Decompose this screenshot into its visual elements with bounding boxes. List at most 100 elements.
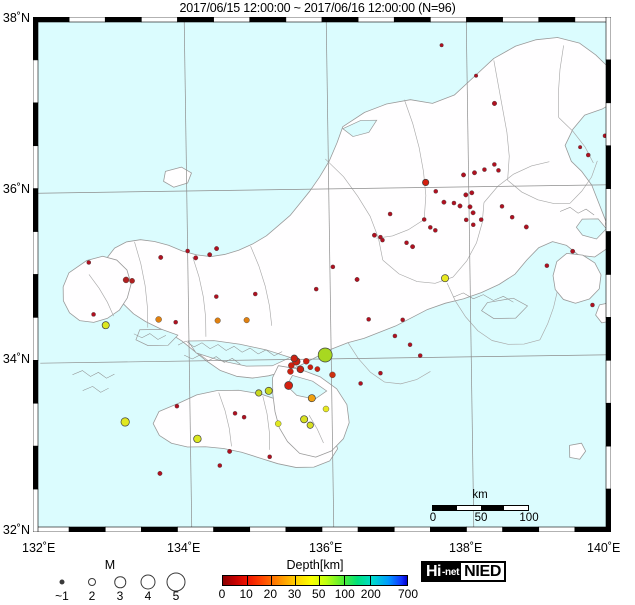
earthquake-epicenter[interactable] <box>378 370 383 376</box>
earthquake-epicenter[interactable] <box>469 190 475 196</box>
earthquake-epicenter[interactable] <box>157 471 163 476</box>
earthquake-epicenter[interactable] <box>602 133 608 139</box>
map-panel[interactable] <box>33 17 611 532</box>
depth-tick-10 <box>246 576 248 585</box>
earthquake-epicenter[interactable] <box>91 312 96 317</box>
earthquake-epicenter[interactable] <box>523 224 529 230</box>
earthquake-epicenter[interactable] <box>173 319 178 325</box>
earthquake-epicenter[interactable] <box>214 246 219 251</box>
earthquake-epicenter[interactable] <box>306 421 314 429</box>
earthquake-epicenter[interactable] <box>392 333 398 339</box>
earthquake-epicenter[interactable] <box>330 264 336 270</box>
earthquake-epicenter[interactable] <box>329 371 336 379</box>
earthquake-epicenter[interactable] <box>275 420 282 427</box>
earthquake-epicenter[interactable] <box>418 353 423 358</box>
earthquake-epicenter[interactable] <box>214 317 221 324</box>
earthquake-epicenter[interactable] <box>255 389 263 397</box>
earthquake-epicenter[interactable] <box>253 291 258 297</box>
earthquake-epicenter[interactable] <box>578 145 583 150</box>
earthquake-epicenter[interactable] <box>314 366 321 372</box>
earthquake-epicenter[interactable] <box>387 211 393 217</box>
earthquake-epicenter[interactable] <box>296 365 305 374</box>
earthquake-epicenter[interactable] <box>428 225 433 230</box>
earthquake-epicenter[interactable] <box>217 463 223 468</box>
earthquake-epicenter[interactable] <box>474 73 479 78</box>
earthquake-epicenter[interactable] <box>544 263 550 268</box>
earthquake-epicenter[interactable] <box>158 255 164 260</box>
earthquake-epicenter[interactable] <box>86 260 91 265</box>
earthquake-epicenter[interactable] <box>207 252 213 258</box>
earthquake-epicenter[interactable] <box>421 217 427 222</box>
earthquake-epicenter[interactable] <box>433 189 438 194</box>
earthquake-epicenter[interactable] <box>451 200 457 206</box>
earthquake-epicenter[interactable] <box>185 248 190 254</box>
earthquake-epicenter[interactable] <box>120 417 130 427</box>
earthquake-epicenter[interactable] <box>366 317 371 322</box>
earthquake-epicenter[interactable] <box>586 152 591 158</box>
earthquake-epicenter[interactable] <box>472 170 477 176</box>
earthquake-epicenter[interactable] <box>463 217 469 223</box>
earthquake-epicenter[interactable] <box>174 403 180 409</box>
earthquake-epicenter[interactable] <box>400 317 405 323</box>
earthquake-epicenter[interactable] <box>193 255 199 261</box>
earthquake-epicenter[interactable] <box>509 214 515 220</box>
earthquake-epicenter[interactable] <box>287 368 294 375</box>
earthquake-epicenter[interactable] <box>290 354 298 363</box>
earthquake-epicenter[interactable] <box>122 276 130 284</box>
earthquake-epicenter[interactable] <box>241 414 247 420</box>
earthquake-epicenter[interactable] <box>441 274 450 283</box>
earthquake-epicenter[interactable] <box>314 286 319 292</box>
hinet-nied-logo: Hi -net NIED <box>421 561 507 582</box>
earthquake-epicenter[interactable] <box>372 232 377 238</box>
earthquake-epicenter[interactable] <box>605 217 611 230</box>
map-canvas[interactable] <box>33 17 611 532</box>
earthquake-epicenter[interactable] <box>467 204 473 210</box>
earthquake-epicenter[interactable] <box>482 167 487 172</box>
earthquake-epicenter[interactable] <box>354 277 360 282</box>
earthquake-epicenter[interactable] <box>193 434 202 444</box>
earthquake-epicenter[interactable] <box>300 415 309 424</box>
depth-label-20: 20 <box>263 587 278 601</box>
magnitude-label-2: 2 <box>88 589 96 603</box>
depth-tick-700 <box>407 576 408 585</box>
earthquake-epicenter[interactable] <box>264 386 273 395</box>
earthquake-epicenter[interactable] <box>407 342 413 347</box>
earthquake-epicenter[interactable] <box>101 321 110 330</box>
earthquake-epicenter[interactable] <box>471 222 476 227</box>
earthquake-epicenter[interactable] <box>307 394 316 403</box>
earthquake-epicenter[interactable] <box>491 100 497 106</box>
earthquake-epicenter[interactable] <box>463 192 469 198</box>
earthquake-epicenter[interactable] <box>478 217 484 222</box>
earthquake-epicenter[interactable] <box>284 381 293 390</box>
earthquake-epicenter[interactable] <box>358 381 363 386</box>
earthquake-epicenter[interactable] <box>227 449 233 454</box>
earthquake-epicenter-layer[interactable] <box>33 17 611 532</box>
earthquake-epicenter[interactable] <box>380 237 385 243</box>
earthquake-epicenter[interactable] <box>288 362 295 369</box>
earthquake-epicenter[interactable] <box>570 248 576 254</box>
earthquake-epicenter[interactable] <box>461 172 466 178</box>
earthquake-epicenter[interactable] <box>499 204 505 209</box>
earthquake-epicenter[interactable] <box>433 228 438 233</box>
earthquake-epicenter[interactable] <box>441 199 447 205</box>
earthquake-epicenter[interactable] <box>129 278 135 284</box>
earthquake-epicenter[interactable] <box>492 162 497 167</box>
earthquake-epicenter[interactable] <box>439 43 444 48</box>
earthquake-epicenter[interactable] <box>232 411 238 416</box>
earthquake-epicenter[interactable] <box>317 347 333 363</box>
earthquake-epicenter[interactable] <box>422 178 430 187</box>
earthquake-epicenter[interactable] <box>267 454 272 460</box>
earthquake-epicenter[interactable] <box>155 316 162 323</box>
earthquake-epicenter[interactable] <box>322 405 330 413</box>
earthquake-epicenter[interactable] <box>307 364 314 370</box>
earthquake-epicenter[interactable] <box>457 203 463 209</box>
earthquake-epicenter[interactable] <box>303 358 310 365</box>
earthquake-epicenter[interactable] <box>214 294 219 299</box>
earthquake-epicenter[interactable] <box>243 317 250 324</box>
scale-bar: km 0 50 100 <box>424 489 539 531</box>
earthquake-epicenter[interactable] <box>496 168 501 173</box>
earthquake-epicenter[interactable] <box>590 302 595 308</box>
earthquake-epicenter[interactable] <box>410 244 415 250</box>
earthquake-epicenter[interactable] <box>470 210 476 216</box>
earthquake-epicenter[interactable] <box>404 240 409 245</box>
